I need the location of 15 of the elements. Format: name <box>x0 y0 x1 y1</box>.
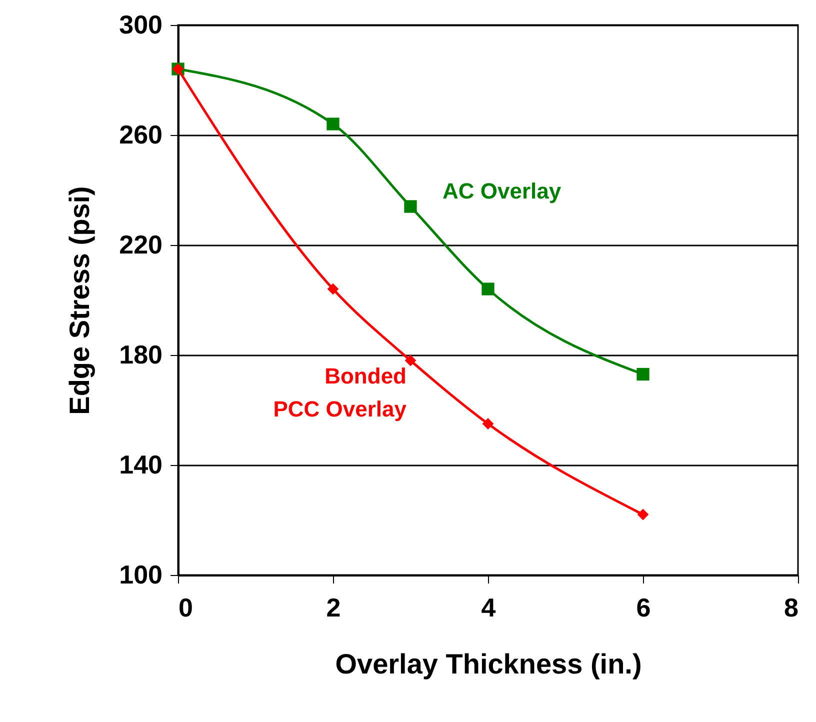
x-tick-label: 6 <box>636 592 651 622</box>
x-tick-label: 8 <box>784 592 798 622</box>
x-tick-label: 2 <box>326 592 341 622</box>
y-tick-label: 180 <box>119 340 162 370</box>
series-label: Bonded PCC Overlay <box>273 364 408 422</box>
y-tick-label: 260 <box>119 120 162 150</box>
y-tick-label: 220 <box>119 230 162 260</box>
y-tick-label: 140 <box>119 450 162 480</box>
x-tick-label: 4 <box>481 592 496 622</box>
series-label: AC Overlay <box>442 178 562 204</box>
x-tick-label: 0 <box>178 592 193 622</box>
y-tick-label: 300 <box>119 10 162 40</box>
y-tick-label: 100 <box>119 560 162 590</box>
x-axis-title: Overlay Thickness (in.) <box>335 648 642 680</box>
y-axis-title: Edge Stress (psi) <box>64 186 96 415</box>
